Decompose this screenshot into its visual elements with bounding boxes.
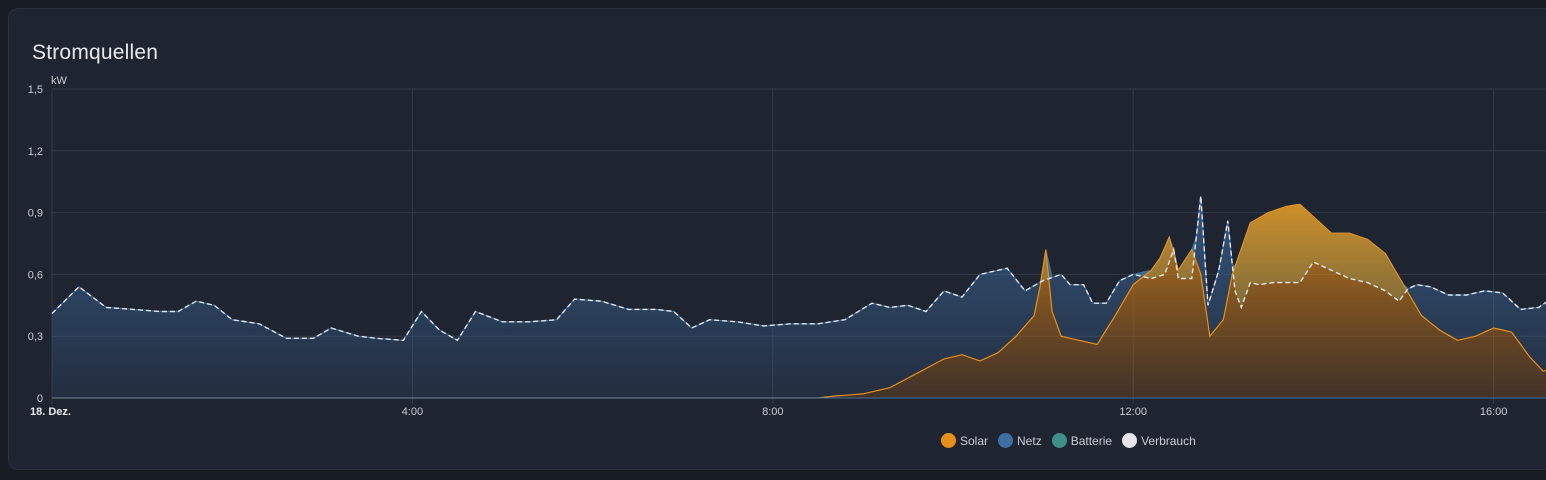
legend-label-verbrauch: Verbrauch (1141, 433, 1196, 448)
x-tick-label: 8:00 (762, 406, 783, 418)
legend-swatch-batterie (1051, 433, 1067, 448)
card-title: Stromquellen (32, 41, 159, 64)
y-tick-label: 0,9 (28, 208, 43, 220)
series-areas (52, 196, 1546, 398)
y-tick-label: 0,3 (28, 331, 43, 343)
legend-item-netz[interactable]: Netz (998, 433, 1042, 448)
x-tick-label: 16:00 (1480, 406, 1508, 418)
y-tick-label: 0 (37, 393, 43, 405)
legend-item-verbrauch[interactable]: Verbrauch (1122, 433, 1196, 448)
legend-swatch-solar (941, 433, 956, 448)
y-axis-unit: kW (51, 75, 68, 87)
legend-item-solar[interactable]: Solar (941, 433, 988, 448)
y-tick-label: 0,6 (28, 269, 43, 281)
legend-label-batterie: Batterie (1070, 433, 1113, 448)
y-tick-label: 1,2 (28, 146, 43, 158)
series-lines (51, 196, 1546, 399)
line-verbrauch (51, 196, 1546, 342)
axes: 0 0,3 0,6 0,9 1,2 1,5 kW 18. Dez. 4:00 8:00 12:00 1… (28, 75, 1508, 418)
legend-swatch-netz (998, 433, 1014, 448)
y-tick-label: 1,5 (28, 84, 43, 96)
legend-swatch-verbrauch (1122, 433, 1138, 448)
x-tick-label: 12:00 (1119, 406, 1147, 418)
x-tick-label: 18. Dez. (30, 406, 71, 418)
chart-legend: Solar Netz Batterie Verbrauch (941, 433, 1196, 448)
x-tick-label: 4:00 (402, 406, 423, 418)
legend-label-solar: Solar (960, 433, 989, 448)
legend-item-batterie[interactable]: Batterie (1051, 433, 1113, 448)
legend-label-netz: Netz (1017, 433, 1042, 448)
